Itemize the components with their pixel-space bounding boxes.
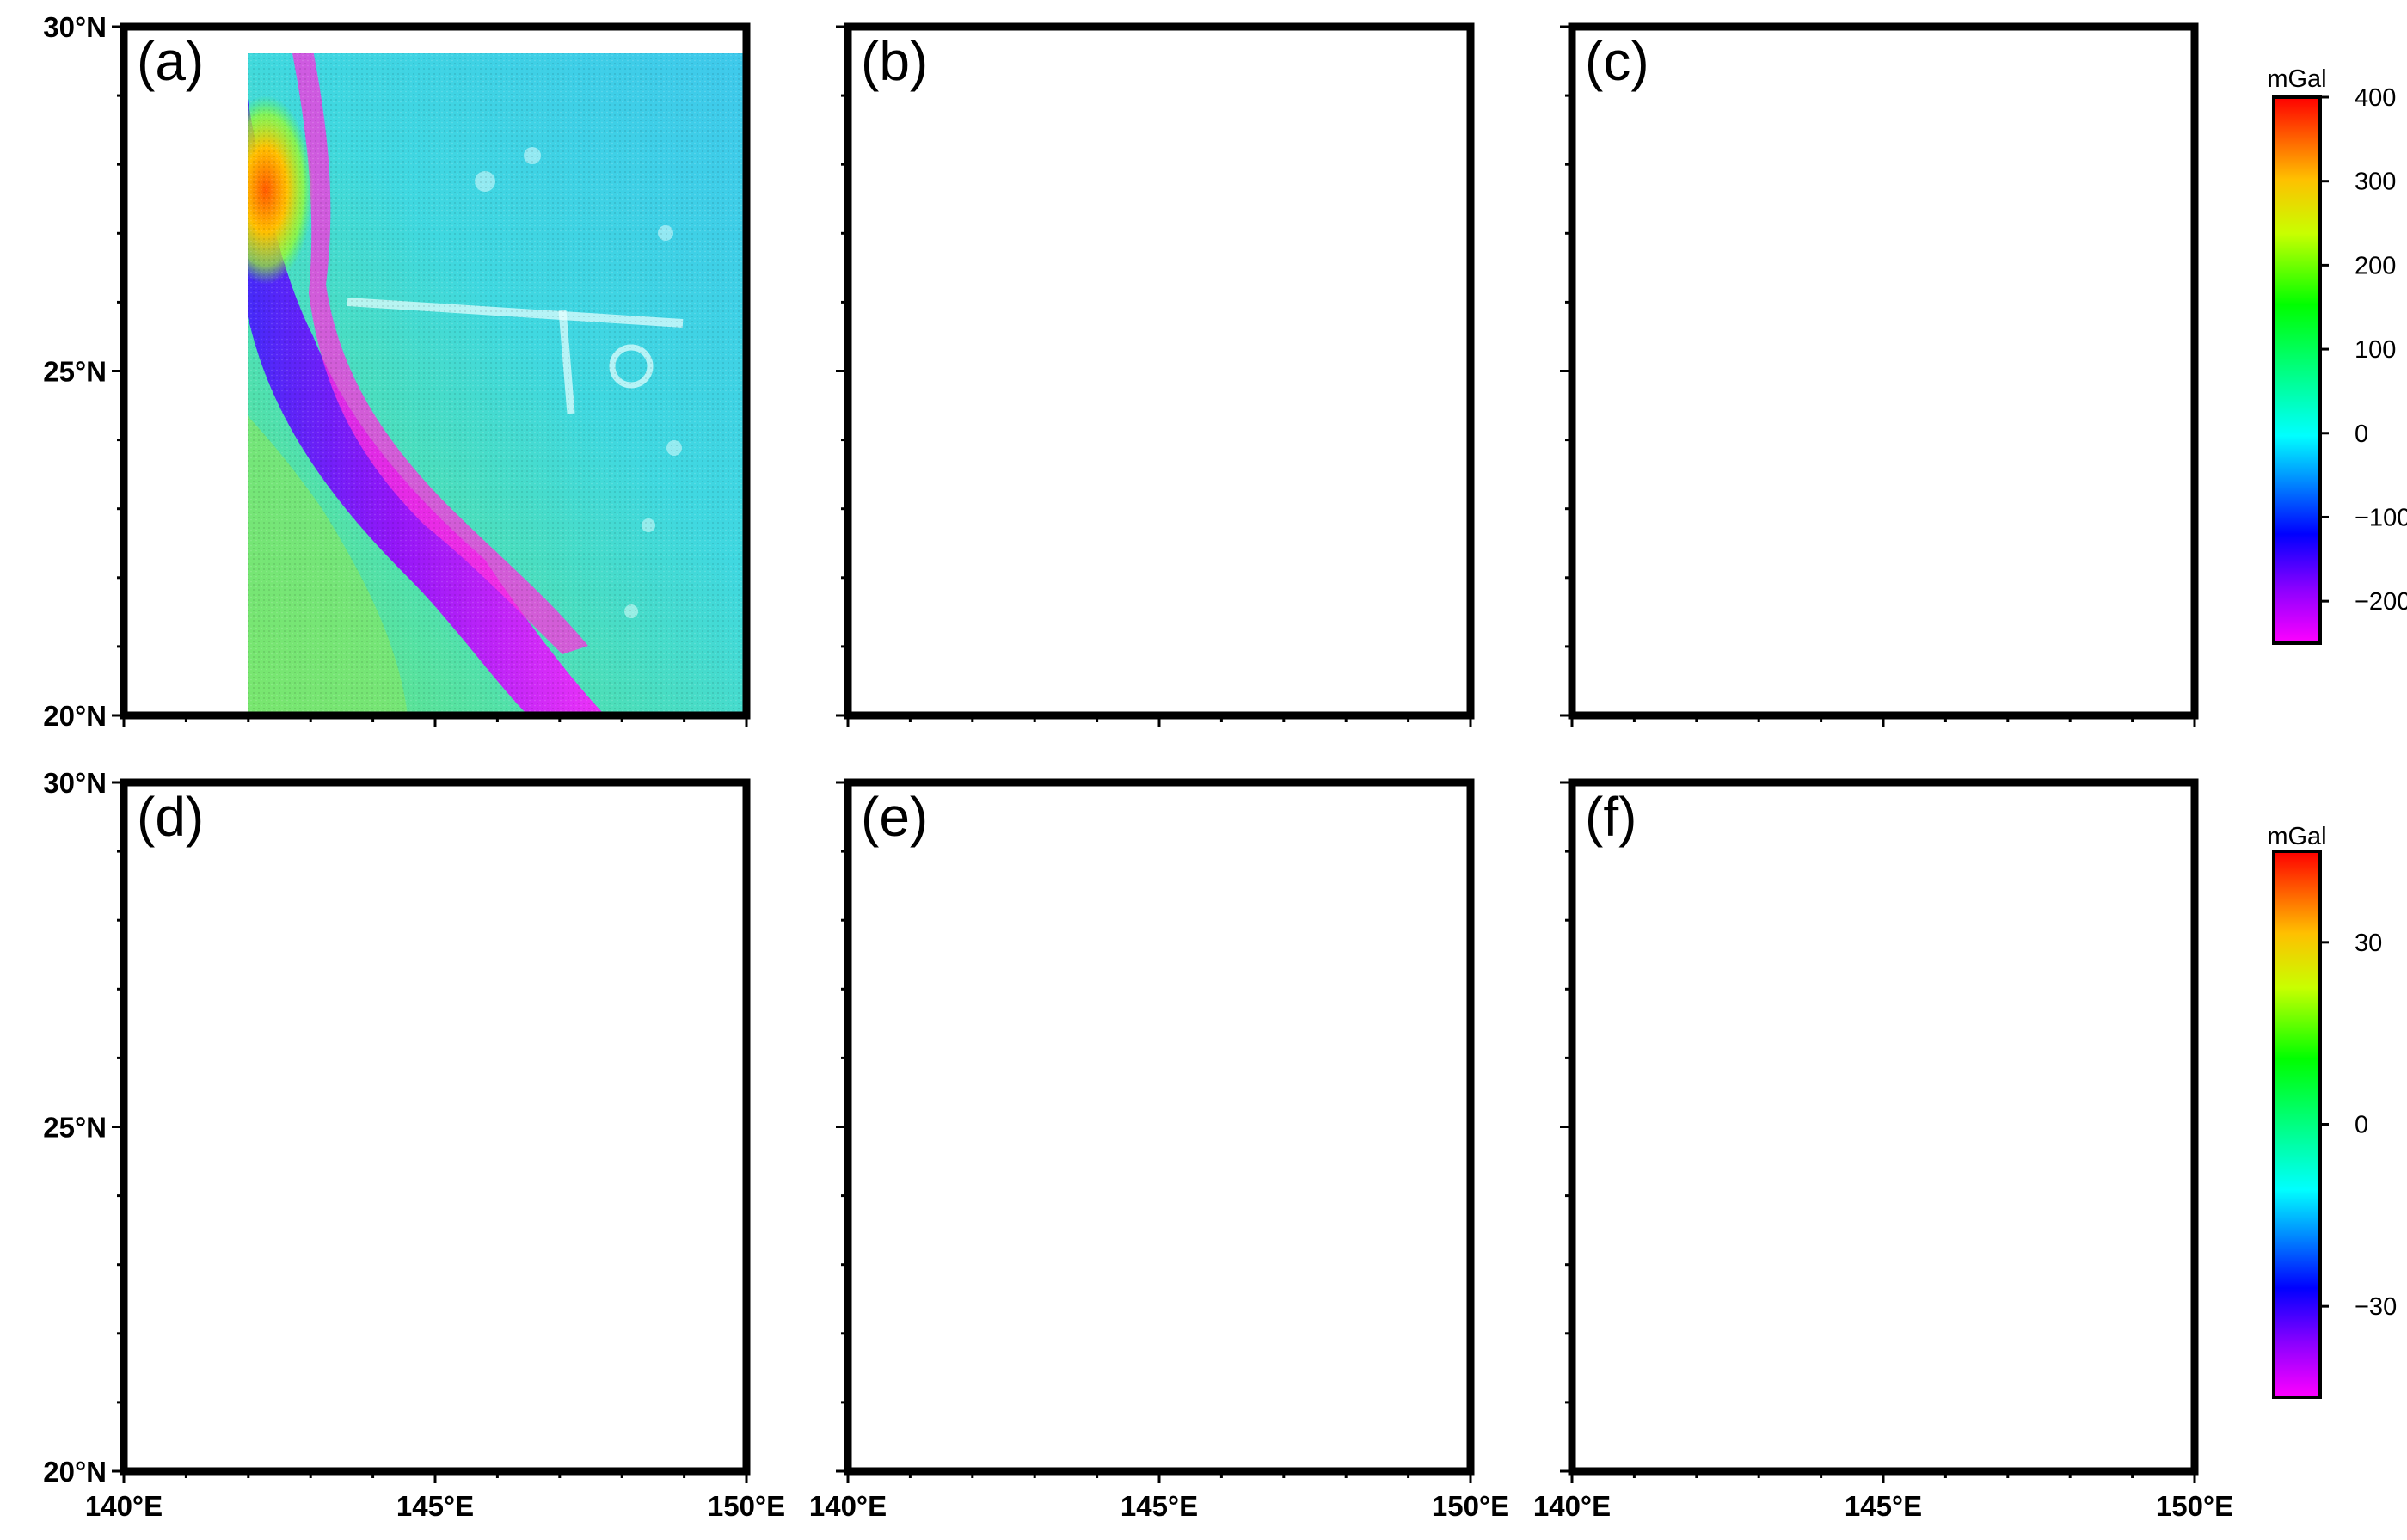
lat-tick-label: 30°N xyxy=(43,11,107,43)
colorbar-top-bar xyxy=(2272,95,2322,645)
lat-tick-label: 30°N xyxy=(43,767,107,799)
map-panel-e: (e) 140°E 145°E 150°E xyxy=(809,778,1509,1522)
lat-tick-label: 20°N xyxy=(43,1456,107,1488)
lon-tick-label: 145°E xyxy=(1121,1490,1198,1522)
panel-grid: (a) 20°N 25°N 30°N (b) (c) (d) 20°N 25°N 30°N 140°… xyxy=(43,11,2233,1522)
gravity-map-image xyxy=(1572,27,2195,715)
colorbar-tick-label: 30 xyxy=(2355,930,2382,957)
lon-tick-label: 145°E xyxy=(1845,1490,1922,1522)
colorbar-tick-label: 0 xyxy=(2355,1112,2368,1139)
colorbar-tick-label: 100 xyxy=(2355,336,2396,364)
colorbar-bottom: mGal 30 0 −30 xyxy=(2267,823,2397,1399)
panel-frame xyxy=(1568,778,2199,1476)
lon-tick-label: 150°E xyxy=(1432,1490,1509,1522)
lon-tick-label: 140°E xyxy=(809,1490,887,1522)
map-panel-c: (c) xyxy=(1560,22,2199,727)
colorbar-top-unit: mGal xyxy=(2267,65,2326,93)
lat-tick-label: 25°N xyxy=(43,1112,107,1144)
map-panel-b: (b) xyxy=(836,22,1475,727)
panel-tag: (c) xyxy=(1585,30,1649,92)
lat-tick-label: 25°N xyxy=(43,356,107,388)
colorbar-tick-label: −200 xyxy=(2355,588,2407,616)
lon-tick-label: 150°E xyxy=(2156,1490,2233,1522)
colorbar-tick-label: 400 xyxy=(2355,84,2396,112)
panel-tag: (b) xyxy=(861,30,928,92)
colorbar-tick-label: 200 xyxy=(2355,252,2396,279)
colorbar-tick-label: −30 xyxy=(2355,1293,2397,1321)
lon-tick-label: 150°E xyxy=(708,1490,785,1522)
gravity-map-image xyxy=(124,27,746,715)
residual-map-image xyxy=(1572,782,2195,1471)
panel-frame xyxy=(844,778,1475,1476)
residual-map-image xyxy=(848,782,1471,1471)
panel-frame xyxy=(120,778,751,1476)
gravity-map-image xyxy=(848,27,1471,715)
colorbar-tick-label: 0 xyxy=(2355,420,2368,448)
map-panel-f: (f) 140°E 145°E 150°E xyxy=(1533,778,2233,1522)
colorbar-top: mGal 400 300 200 100 0 −100 −200 xyxy=(2267,65,2407,645)
panel-frame xyxy=(1568,22,2199,720)
panel-tag: (d) xyxy=(137,786,204,848)
lon-tick-label: 145°E xyxy=(396,1490,474,1522)
lon-tick-label: 140°E xyxy=(85,1490,163,1522)
map-panel-a: (a) 20°N 25°N 30°N xyxy=(43,11,751,732)
residual-map-image xyxy=(124,782,746,1471)
colorbar-tick-label: −100 xyxy=(2355,504,2407,531)
colorbar-bottom-unit: mGal xyxy=(2267,823,2326,850)
lon-tick-label: 140°E xyxy=(1533,1490,1611,1522)
panel-tag: (e) xyxy=(861,786,928,848)
colorbar-tick-label: 300 xyxy=(2355,169,2396,196)
panel-tag: (f) xyxy=(1585,786,1636,848)
panel-tag: (a) xyxy=(137,30,204,92)
panel-frame xyxy=(844,22,1475,720)
map-panel-d: (d) 20°N 25°N 30°N 140°E 145°E 150°E xyxy=(43,767,785,1522)
colorbar-top-ticks: 400 300 200 100 0 −100 −200 xyxy=(2320,84,2407,616)
lat-tick-label: 20°N xyxy=(43,700,107,732)
colorbar-bottom-ticks: 30 0 −30 xyxy=(2320,930,2397,1321)
colorbar-bottom-bar xyxy=(2272,850,2322,1399)
